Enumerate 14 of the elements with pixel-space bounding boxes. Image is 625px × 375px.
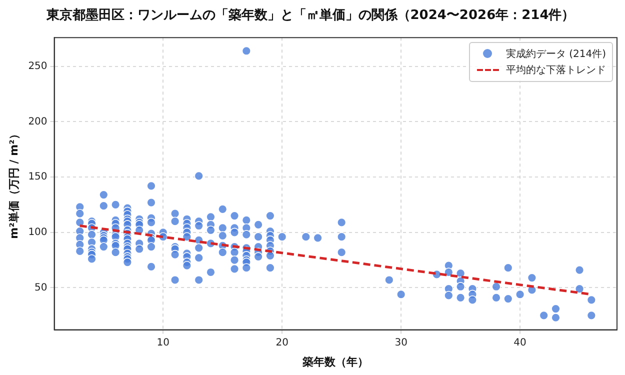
x-tick-label: 20 xyxy=(276,337,288,348)
x-tick-label: 40 xyxy=(514,337,526,348)
y-tick-label: 250 xyxy=(28,60,48,72)
legend-label: 実成約データ (214件) xyxy=(506,48,606,61)
y-tick-label: 50 xyxy=(34,282,48,294)
chart-title: 東京都墨田区：ワンルームの「築年数」と「㎡単価」の関係（2024〜2026年：214件） xyxy=(45,7,575,24)
y-tick-label: 200 xyxy=(28,116,48,128)
y-axis-title: m²単価（万円 / m²） xyxy=(7,128,20,239)
y-tick-label: 100 xyxy=(28,226,48,238)
x-tick-label: 10 xyxy=(156,337,170,348)
y-tick-label: 150 xyxy=(28,172,48,183)
x-axis-title: 築年数（年） xyxy=(302,355,369,368)
legend-label: 平均的な下落トレンド xyxy=(506,64,606,77)
x-tick-label: 30 xyxy=(394,337,408,348)
